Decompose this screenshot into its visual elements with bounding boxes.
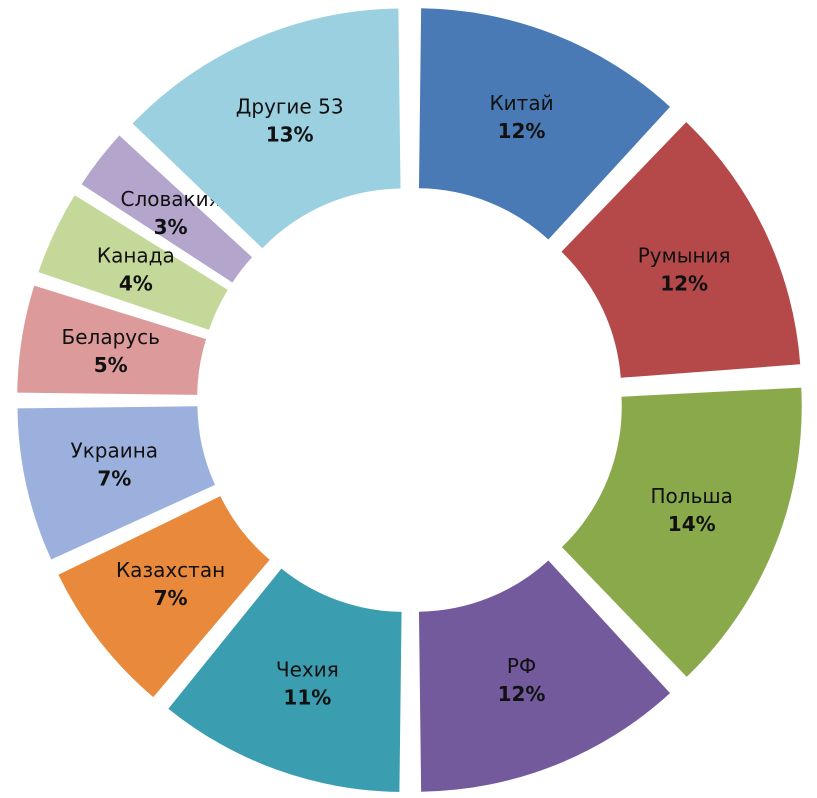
segment-label: Чехия: [276, 658, 339, 682]
value-label: 7%: [154, 586, 188, 610]
donut-segment: [38, 195, 228, 330]
donut-segment: [418, 560, 671, 792]
donut-segment: [81, 135, 253, 283]
value-label: 11%: [283, 686, 331, 710]
segment-label: Китай: [489, 91, 553, 115]
segment-label: РФ: [507, 654, 536, 678]
segment-label: Румыния: [638, 243, 731, 267]
donut-segment: [561, 387, 802, 677]
value-label: 12%: [660, 271, 708, 295]
segment-label: Другие 53: [236, 94, 344, 118]
value-label: 7%: [97, 467, 131, 491]
value-label: 13%: [266, 122, 314, 146]
value-label: 4%: [119, 271, 153, 295]
donut-segment: [168, 568, 402, 792]
value-label: 5%: [94, 353, 128, 377]
value-label: 14%: [668, 512, 716, 536]
segment-label: Польша: [651, 484, 733, 508]
segment-label: Казахстан: [116, 558, 225, 582]
donut-segment: [17, 285, 207, 395]
value-label: 3%: [154, 215, 188, 239]
donut-segment: [132, 8, 401, 249]
segment-label: Канада: [97, 243, 175, 267]
donut-segment: [58, 496, 270, 698]
value-label: 12%: [498, 682, 546, 706]
value-label: 12%: [498, 119, 546, 143]
donut-segment: [17, 406, 216, 560]
donut-segment: [418, 8, 671, 240]
segment-label: Украина: [71, 439, 159, 463]
donut-segment: [561, 122, 801, 378]
segment-label: Беларусь: [62, 325, 160, 349]
